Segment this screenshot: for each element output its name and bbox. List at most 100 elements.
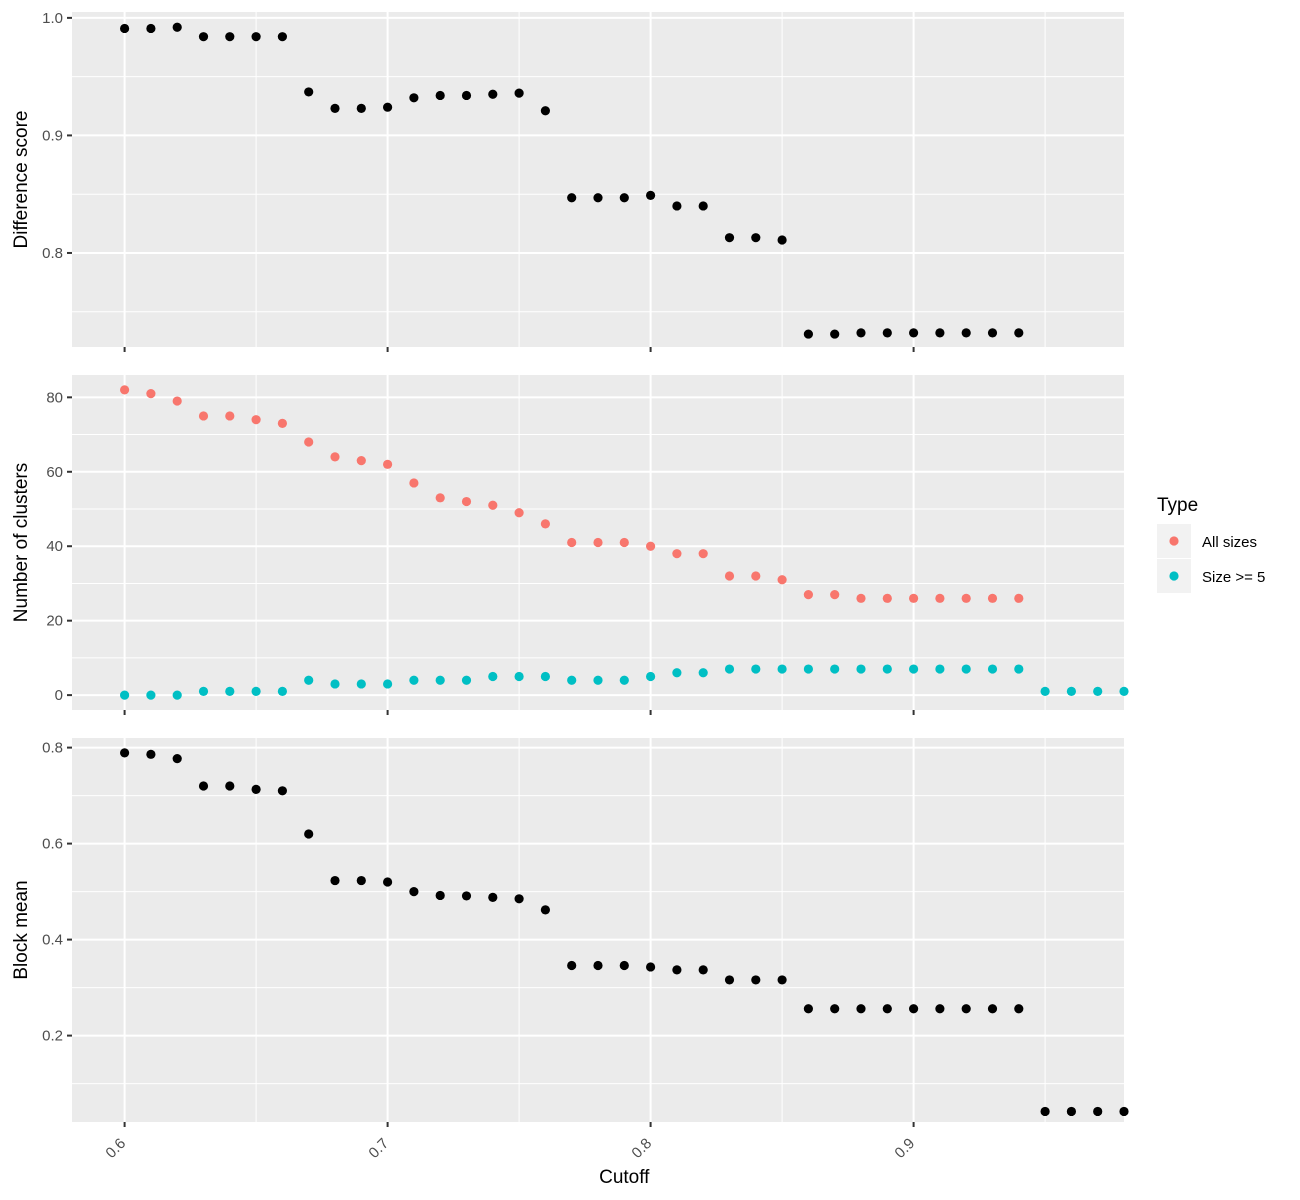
data-point <box>909 664 919 674</box>
data-point <box>1014 1004 1024 1014</box>
data-point <box>987 328 998 338</box>
data-point <box>514 88 524 98</box>
data-point <box>146 23 156 34</box>
y-tick-label: 0.2 <box>42 1028 63 1045</box>
data-point <box>120 748 130 758</box>
data-point <box>540 671 551 682</box>
data-point <box>593 675 603 685</box>
data-point <box>488 500 498 510</box>
data-point <box>724 233 735 243</box>
data-point <box>935 664 945 674</box>
data-point <box>251 415 261 425</box>
data-point <box>1014 664 1024 674</box>
data-point <box>856 328 866 338</box>
data-point <box>488 892 498 902</box>
data-point <box>1093 1106 1103 1117</box>
data-point <box>146 690 156 700</box>
data-point <box>146 389 156 399</box>
data-point <box>882 328 892 338</box>
data-point <box>698 549 708 559</box>
data-point <box>961 328 971 338</box>
data-point <box>1014 328 1024 338</box>
data-point <box>409 93 419 103</box>
data-point <box>1040 686 1050 696</box>
data-point <box>383 679 393 689</box>
data-point <box>356 103 366 113</box>
data-point <box>935 1004 945 1014</box>
data-point <box>987 1004 998 1014</box>
data-point <box>777 975 787 985</box>
legend-key-swatch <box>1169 536 1179 546</box>
legend-entry-label: Size >= 5 <box>1202 569 1265 586</box>
data-point <box>461 496 472 507</box>
data-point <box>198 32 209 42</box>
data-point <box>698 201 708 211</box>
data-point <box>646 190 656 200</box>
data-point <box>830 590 840 600</box>
data-point <box>461 675 472 685</box>
legend-title: Type <box>1157 495 1198 516</box>
data-point <box>304 829 314 839</box>
data-point <box>120 385 130 395</box>
data-point <box>830 1004 840 1014</box>
data-point <box>751 975 761 985</box>
data-point <box>909 1004 919 1014</box>
data-point <box>935 328 945 338</box>
data-point <box>461 90 472 101</box>
data-point <box>488 89 498 99</box>
data-point <box>619 675 629 685</box>
panel-bottom: 0.2 0.4 0.6 0.8 0.6 0.7 0.8 0.9 Block mean Cutoff <box>11 738 1129 1188</box>
data-point <box>777 575 787 585</box>
data-point <box>277 32 287 42</box>
data-point <box>751 664 761 674</box>
data-point <box>830 329 840 339</box>
data-point <box>251 32 261 42</box>
data-point <box>803 664 814 674</box>
data-point <box>383 459 393 469</box>
y-tick-label: 80 <box>46 389 63 406</box>
data-point <box>435 890 445 901</box>
data-point <box>672 668 682 678</box>
data-point <box>330 875 340 886</box>
data-point <box>540 905 551 915</box>
data-point <box>777 235 787 245</box>
panel-top: 0.8 0.9 1.0 Difference score <box>11 10 1124 352</box>
y-tick-label: 20 <box>46 613 63 630</box>
data-point <box>225 411 235 421</box>
data-point <box>435 493 445 503</box>
y-tick-label: 0.9 <box>42 127 63 144</box>
data-point <box>383 877 393 887</box>
data-point <box>882 664 892 674</box>
data-point <box>1066 1106 1076 1117</box>
data-point <box>751 571 761 581</box>
data-point <box>277 418 287 428</box>
data-point <box>304 437 314 447</box>
data-point <box>540 106 551 116</box>
data-point <box>514 671 524 682</box>
data-point <box>882 1004 892 1014</box>
data-point <box>225 32 235 42</box>
data-point <box>356 679 366 689</box>
data-point <box>330 452 340 462</box>
data-point <box>961 1004 971 1014</box>
y-tick-label: 1.0 <box>42 10 63 27</box>
data-point <box>251 686 261 696</box>
y-tick-label: 0.6 <box>42 836 63 853</box>
data-point <box>593 960 603 971</box>
data-point <box>461 891 472 901</box>
data-point <box>198 781 209 791</box>
y-axis-title: Difference score <box>11 111 32 249</box>
data-point <box>672 549 682 559</box>
series-size-5 <box>120 664 1129 700</box>
data-point <box>803 329 814 339</box>
data-point <box>987 664 998 674</box>
panel-background <box>72 738 1124 1122</box>
y-tick-label: 0.8 <box>42 740 63 757</box>
data-point <box>356 875 366 886</box>
series-points <box>120 748 1129 1117</box>
data-point <box>172 690 182 700</box>
data-point <box>435 675 445 685</box>
data-point <box>619 960 629 971</box>
data-point <box>330 679 340 689</box>
data-point <box>856 664 866 674</box>
